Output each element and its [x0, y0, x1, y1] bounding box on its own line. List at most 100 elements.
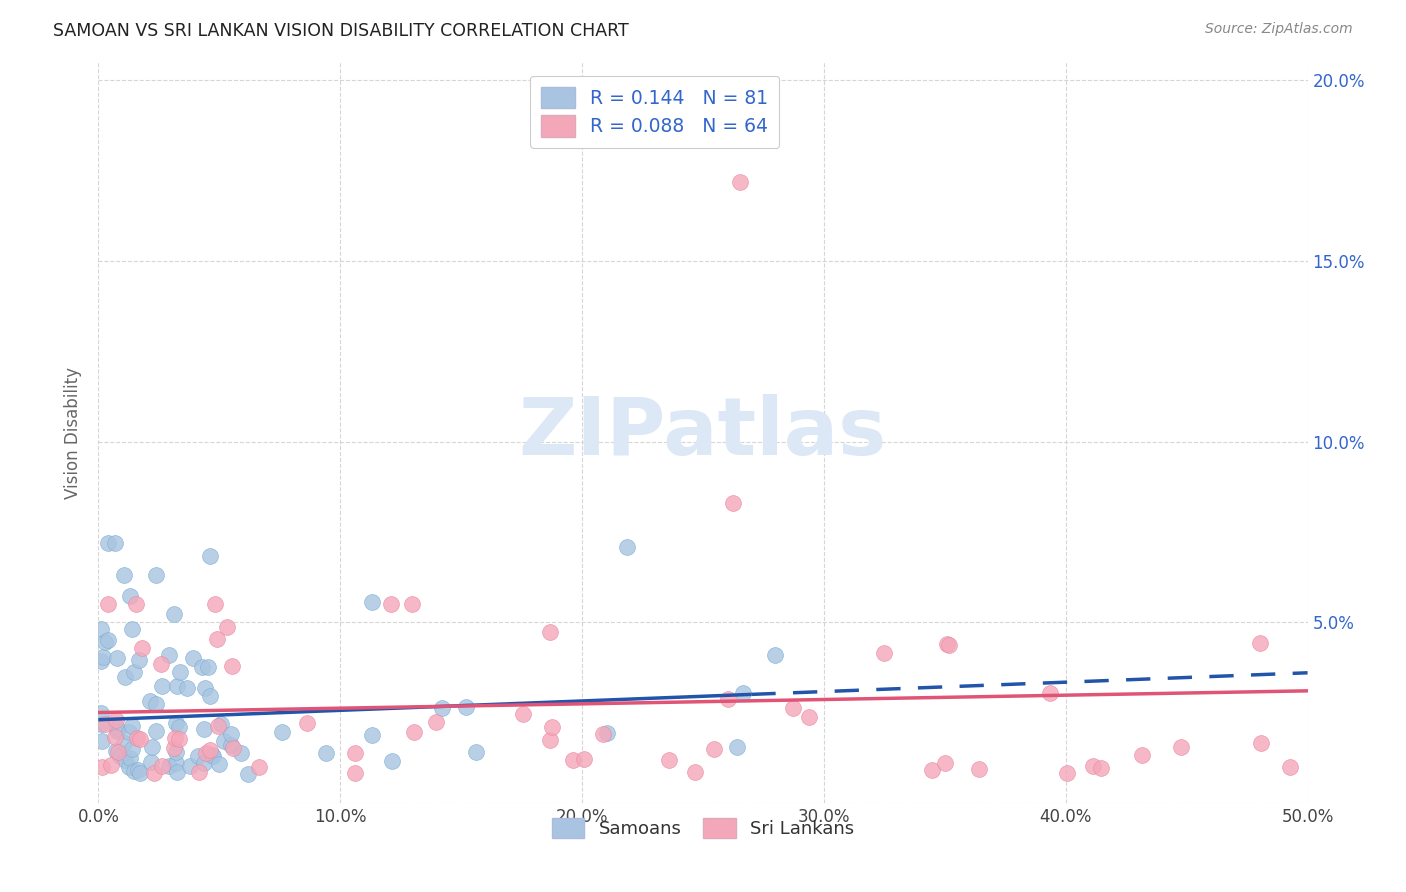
- Point: [201, 747, 224, 762]
- Point: [157, 759, 180, 773]
- Point: [202, 749, 225, 764]
- Y-axis label: Vision Disability: Vision Disability: [65, 367, 83, 499]
- Point: [222, 741, 245, 756]
- Point: [935, 637, 957, 651]
- Point: [540, 720, 562, 734]
- Point: [572, 752, 595, 766]
- Point: [315, 746, 337, 760]
- Point: [207, 719, 229, 733]
- Point: [90, 706, 112, 720]
- Point: [295, 716, 318, 731]
- Point: [538, 732, 561, 747]
- Point: [344, 766, 367, 780]
- Point: [934, 756, 956, 771]
- Point: [167, 720, 190, 734]
- Point: [683, 765, 706, 780]
- Point: [456, 699, 478, 714]
- Point: [200, 743, 222, 757]
- Point: [108, 749, 131, 764]
- Point: [90, 716, 112, 731]
- Point: [105, 650, 128, 665]
- Legend: Samoans, Sri Lankans: Samoans, Sri Lankans: [541, 806, 865, 849]
- Point: [716, 691, 738, 706]
- Point: [430, 701, 453, 715]
- Point: [91, 760, 114, 774]
- Point: [1250, 736, 1272, 750]
- Point: [105, 721, 128, 735]
- Point: [157, 648, 180, 663]
- Point: [94, 716, 117, 731]
- Point: [100, 758, 122, 772]
- Point: [121, 742, 143, 756]
- Point: [125, 731, 148, 745]
- Point: [165, 745, 187, 759]
- Point: [404, 725, 426, 739]
- Point: [562, 753, 585, 767]
- Point: [167, 731, 190, 746]
- Point: [191, 659, 214, 673]
- Point: [141, 739, 163, 754]
- Point: [938, 638, 960, 652]
- Point: [208, 756, 231, 771]
- Point: [107, 745, 129, 759]
- Point: [163, 607, 186, 622]
- Point: [139, 755, 162, 769]
- Point: [104, 535, 127, 549]
- Point: [118, 760, 141, 774]
- Point: [176, 681, 198, 695]
- Point: [150, 679, 173, 693]
- Point: [188, 764, 211, 779]
- Point: [198, 549, 221, 564]
- Point: [538, 625, 561, 640]
- Point: [247, 760, 270, 774]
- Point: [361, 728, 384, 742]
- Point: [94, 634, 117, 648]
- Point: [124, 665, 146, 679]
- Point: [193, 756, 215, 770]
- Point: [121, 718, 143, 732]
- Point: [797, 709, 820, 723]
- Point: [219, 738, 242, 752]
- Point: [209, 716, 232, 731]
- Point: [139, 694, 162, 708]
- Point: [204, 598, 226, 612]
- Point: [163, 741, 186, 756]
- Point: [193, 723, 215, 737]
- Point: [165, 715, 187, 730]
- Point: [194, 681, 217, 695]
- Point: [194, 746, 217, 760]
- Point: [721, 496, 744, 510]
- Point: [465, 746, 488, 760]
- Point: [105, 744, 128, 758]
- Point: [616, 540, 638, 554]
- Point: [380, 597, 402, 611]
- Point: [112, 568, 135, 582]
- Point: [128, 766, 150, 780]
- Point: [121, 622, 143, 636]
- Point: [90, 623, 112, 637]
- Point: [122, 764, 145, 779]
- Point: [90, 654, 112, 668]
- Point: [91, 650, 114, 665]
- Point: [97, 535, 120, 549]
- Point: [114, 670, 136, 684]
- Point: [131, 640, 153, 655]
- Point: [117, 724, 139, 739]
- Point: [236, 766, 259, 780]
- Point: [183, 650, 205, 665]
- Point: [381, 754, 404, 768]
- Point: [197, 659, 219, 673]
- Point: [1279, 760, 1302, 774]
- Point: [118, 751, 141, 765]
- Point: [730, 175, 752, 189]
- Point: [166, 765, 188, 780]
- Point: [142, 766, 165, 780]
- Point: [187, 749, 209, 764]
- Point: [967, 763, 990, 777]
- Point: [782, 701, 804, 715]
- Point: [212, 733, 235, 747]
- Point: [128, 653, 150, 667]
- Point: [179, 759, 201, 773]
- Point: [145, 568, 167, 582]
- Point: [163, 731, 186, 745]
